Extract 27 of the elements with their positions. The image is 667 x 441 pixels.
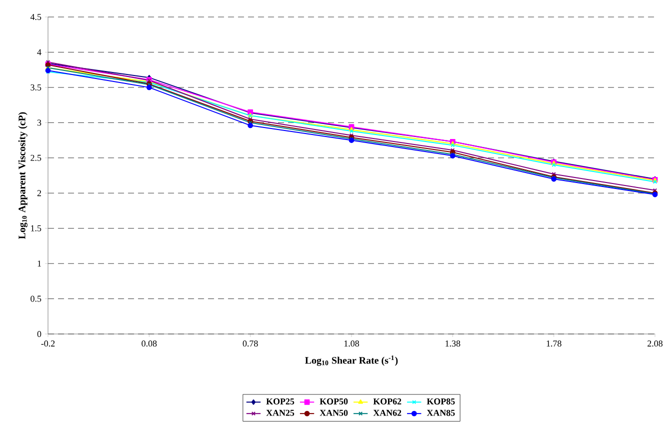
x-tick-label: 1.38 (446, 340, 460, 347)
y-tick-label: 4.5 (30, 14, 42, 20)
legend-label: KOP50 (320, 398, 348, 404)
y-tick-label: 4 (37, 49, 42, 56)
x-tick-label: 1.08 (344, 340, 360, 347)
y-tick-label: 3.5 (30, 84, 42, 90)
legend-label: XAN85 (426, 410, 455, 416)
x-tick-label: 0.08 (142, 340, 157, 347)
y-axis-title: Log$_{10}$ Apparent Viscosity (cP) (18, 112, 28, 239)
x-tick-label: -0.2 (41, 340, 55, 347)
y-tick-label: 1.5 (31, 225, 42, 232)
y-tick-label: 2 (37, 190, 41, 196)
y-tick-label: 0.5 (30, 296, 42, 302)
x-axis-title: Log$_{10}$ Shear Rate (s$^{-1}$) (305, 355, 398, 366)
legend-label: XAN25 (266, 410, 294, 416)
y-tick-label: 0 (37, 330, 42, 338)
x-tick-label: 2.08 (648, 340, 663, 347)
legend-label: KOP62 (373, 398, 402, 404)
legend-label: XAN50 (320, 410, 348, 416)
y-tick-label: 2.5 (30, 154, 42, 161)
legend-label: KOP85 (426, 398, 455, 404)
legend-label: XAN62 (373, 410, 402, 416)
x-tick-label: 1.78 (546, 340, 562, 347)
y-tick-label: 1 (38, 260, 41, 266)
y-tick-label: 3 (37, 120, 42, 126)
x-tick-label: 0.78 (242, 340, 258, 347)
legend-label: KOP25 (266, 398, 294, 404)
